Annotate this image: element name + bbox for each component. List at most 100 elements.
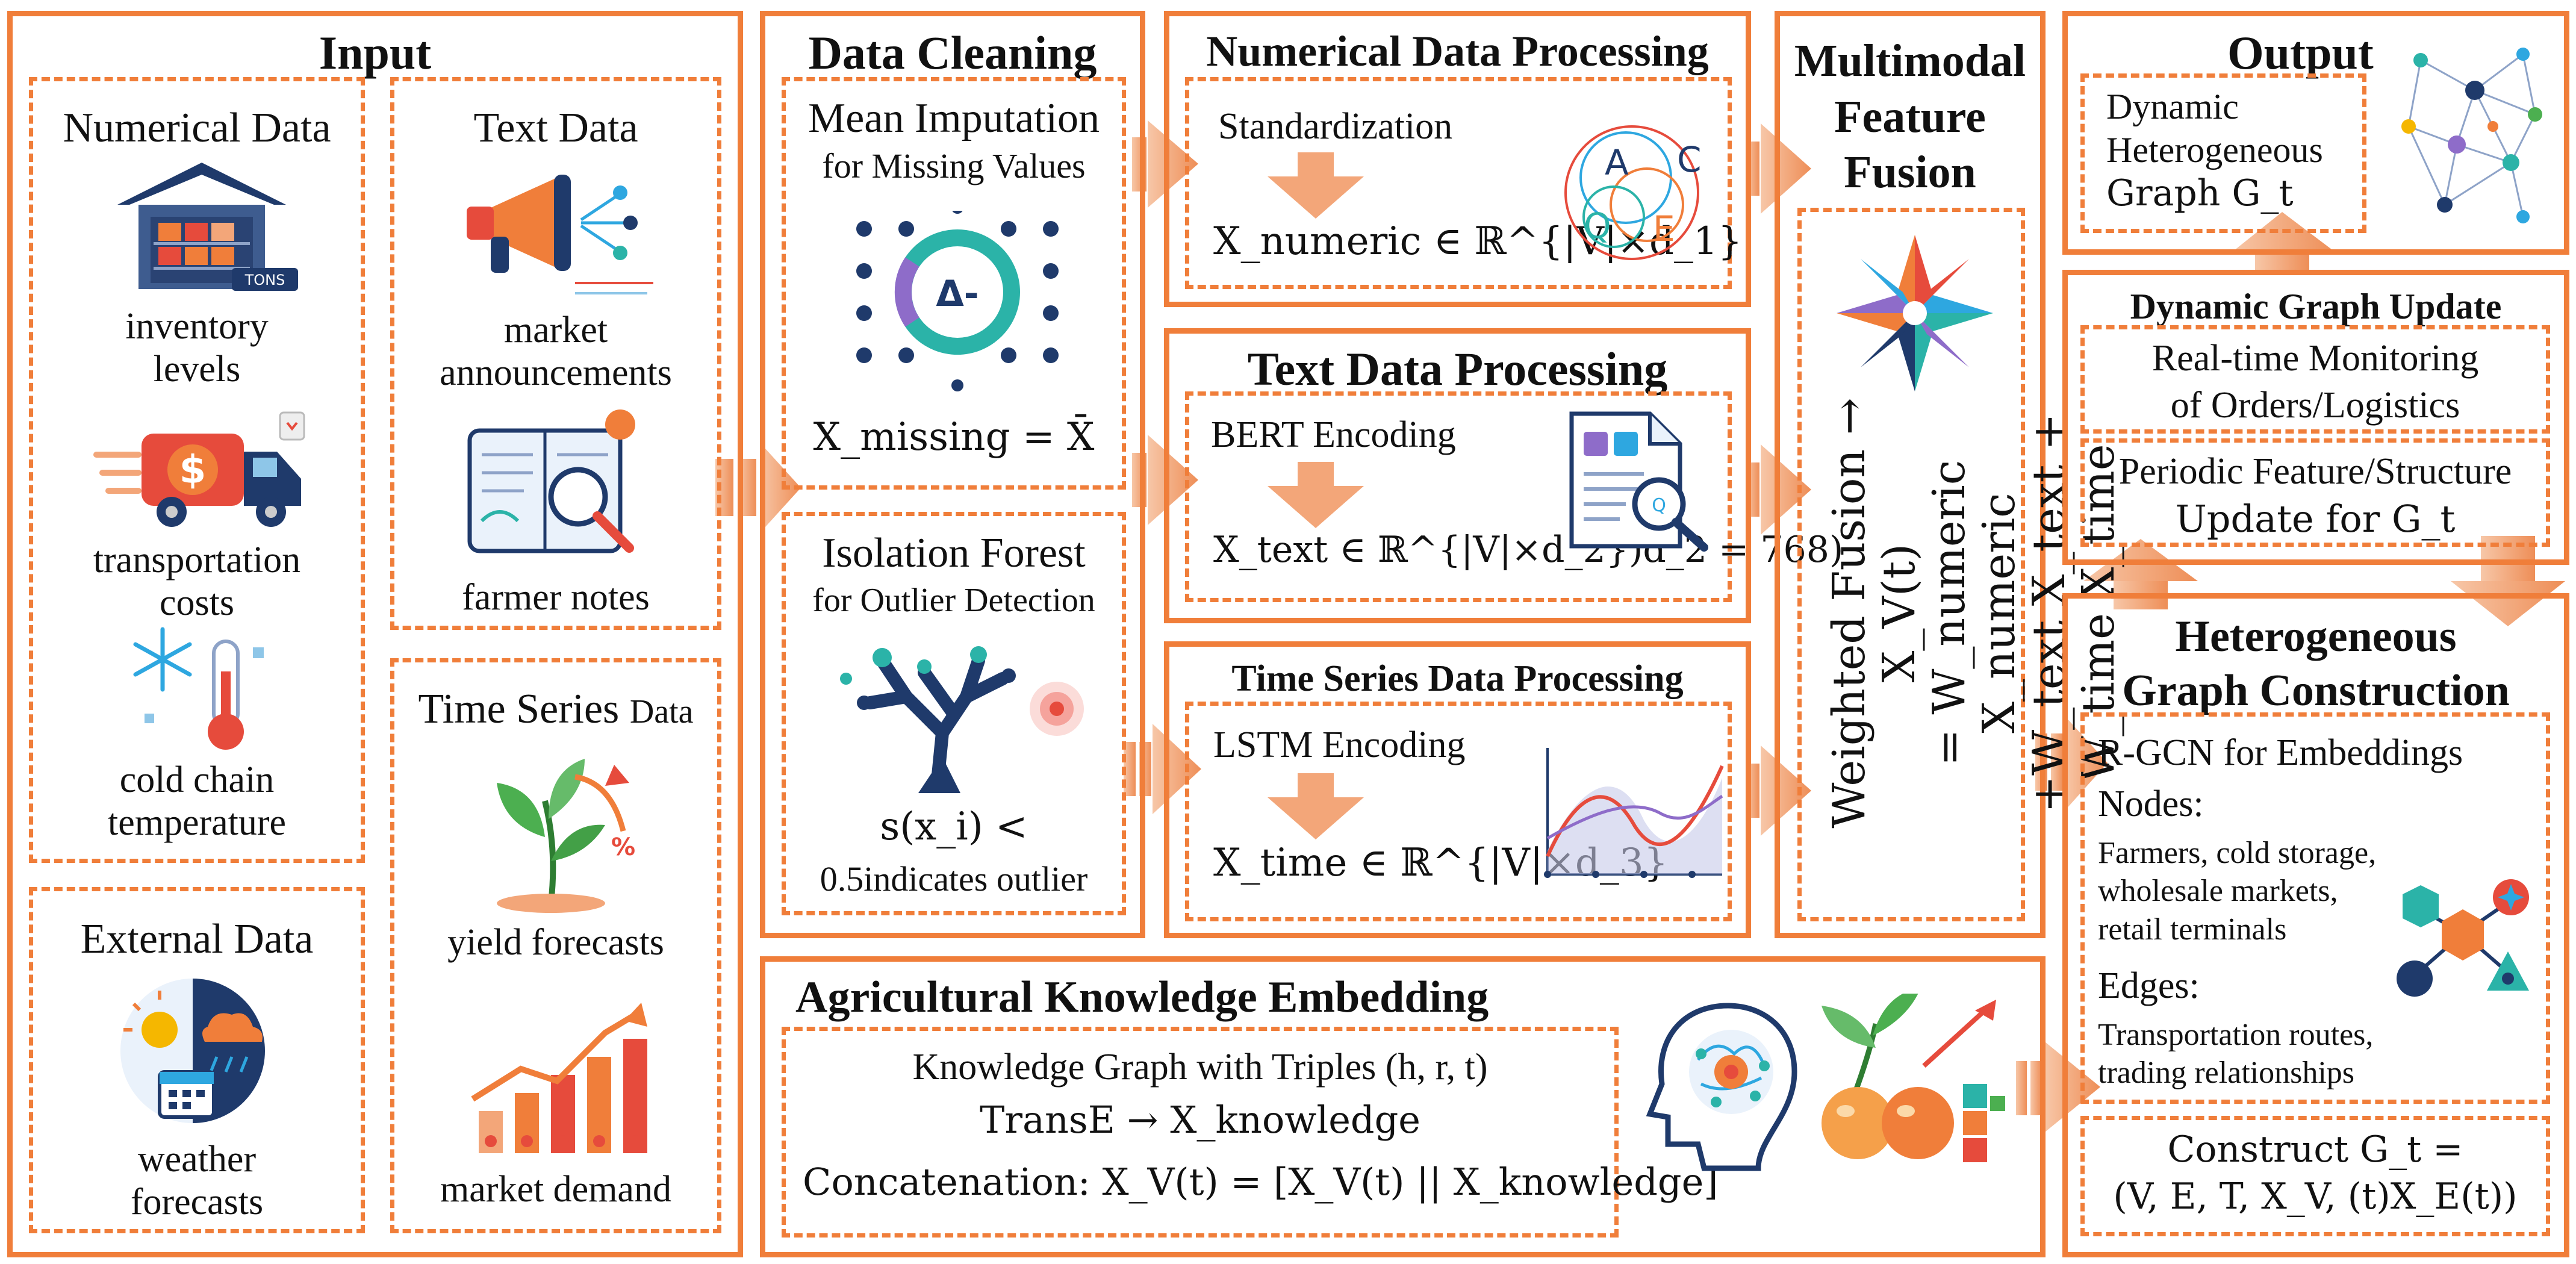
time-series-processing-section: Time Series Data Processing	[1164, 641, 1751, 938]
fusion-formula: Weighted Fusion → X_V(t) = W_numeric X_n…	[1823, 354, 2124, 872]
time-series-processing-title: Time Series Data Processing	[1231, 658, 1684, 699]
market-demand-label: market demand	[440, 1169, 671, 1210]
nodes-list: Farmers, cold storage, wholesale markets…	[2098, 834, 2376, 948]
delivery-truck-icon: $	[93, 411, 305, 527]
mean-imputation-box: Mean Imputation for Missing Values Δ- X_…	[782, 77, 1126, 490]
text-formula: X_text ∈ ℝ^{|V|×d_2})d_2 = 768)	[1213, 529, 1844, 571]
data-cleaning-title: Data Cleaning	[808, 26, 1097, 79]
tons-badge: TONS	[244, 272, 285, 288]
down-arrow-icon	[1268, 773, 1364, 839]
isolation-forest-title: Isolation Forest	[822, 530, 1086, 576]
standardization-box: Standardization X_numeric ∈ ℝ^{|V|×d_1} …	[1185, 77, 1742, 289]
data-cleaning-section: Data Cleaning	[760, 11, 1145, 938]
down-arrow-icon	[1268, 462, 1364, 528]
knowledge-triples-text: Knowledge Graph with Triples (h, r, t)	[912, 1047, 1488, 1088]
realtime-monitoring-box: Real-time Monitoring of Orders/Logistics	[2080, 325, 2550, 434]
output-line2: Heterogeneous	[2106, 130, 2323, 170]
text-processing-section: Text Data Processing	[1164, 328, 1751, 623]
weather-forecasts-label: weather forecasts	[33, 1138, 361, 1224]
standardization-label: Standardization	[1218, 106, 1453, 147]
standardization-letters-icon: A C Q E	[1564, 125, 1702, 260]
knowledge-embedding-section: Agricultural Knowledge Embedding	[760, 956, 2046, 1257]
construct-line1: Construct G_t =	[2167, 1129, 2463, 1171]
realtime-monitoring-text: Real-time Monitoring of Orders/Logistics	[2085, 335, 2546, 429]
rgcn-label: R-GCN for Embeddings	[2098, 732, 2463, 773]
letter-e: E	[1653, 208, 1675, 249]
svg-text:$: $	[179, 448, 207, 493]
numerical-data-box: Numerical Data TONS inventory levels $ t…	[29, 77, 365, 863]
fusion-title-line3: Fusion	[1844, 147, 1976, 198]
imputation-icon: Δ-	[856, 211, 1059, 391]
periodic-line2: Update for G_t	[2175, 496, 2456, 541]
dynamic-update-section: Dynamic Graph Update	[2062, 270, 2569, 565]
letter-a: A	[1605, 142, 1629, 183]
inventory-levels-label: inventory levels	[33, 305, 361, 391]
transportation-costs-label: transportation costs	[33, 539, 361, 625]
weather-forecasts-text: weather forecasts	[130, 1139, 264, 1223]
weather-forecast-icon	[120, 979, 265, 1123]
bert-encoding-box: BERT Encoding X_text ∈ ℝ^{|V|×d_2})d_2 =…	[1185, 391, 1843, 602]
fusion-title-line2: Feature	[1834, 91, 1986, 142]
time-series-title-suffix: Data	[629, 693, 694, 730]
numerical-processing-section: Numerical Data Processing	[1164, 11, 1751, 307]
fusion-formula-line1: Weighted Fusion → X_V(t)	[1823, 397, 1925, 829]
brain-head-icon	[1646, 1003, 1797, 1171]
letter-q: Q	[1584, 205, 1611, 246]
weighted-fusion-box	[1797, 208, 2025, 921]
delta-glyph: Δ-	[936, 273, 978, 315]
hetero-graph-title: Heterogeneous Graph Construction	[2068, 609, 2564, 718]
market-announcements-text: market announcements	[440, 310, 672, 394]
market-announcements-label: market announcements	[394, 309, 717, 395]
transportation-costs-text: transportation costs	[93, 540, 301, 624]
yield-forecasts-label: yield forecasts	[447, 922, 664, 963]
construct-line2: (V, E, T, X_V, (t)X_E(t))	[2113, 1175, 2518, 1218]
output-graph-text: Dynamic Heterogeneous Graph G_t	[2106, 85, 2323, 215]
input-title: Input	[319, 26, 432, 79]
fusion-title: Multimodal Feature Fusion	[1780, 33, 2040, 201]
isolation-forest-box: Isolation Forest for Outlier Detection s…	[782, 512, 1126, 915]
nodes-label: Nodes:	[2098, 783, 2204, 824]
farmer-notes-label: farmer notes	[462, 577, 650, 618]
hetero-nodes-icon	[2397, 879, 2529, 997]
text-data-box: Text Data market announcements farmer no…	[390, 77, 721, 630]
node-types-line1: Farmers, cold storage,	[2098, 836, 2377, 870]
isolation-tree-icon	[840, 646, 1084, 793]
node-types-line2: wholesale markets,	[2098, 874, 2338, 909]
fusion-title-line1: Multimodal	[1794, 36, 2026, 86]
node-types-line3: retail terminals	[2098, 912, 2287, 947]
text-data-title: Text Data	[473, 105, 638, 151]
numerical-processing-title: Numerical Data Processing	[1206, 27, 1709, 75]
inventory-levels-text: inventory levels	[125, 306, 269, 390]
time-series-title-main: Time Series	[418, 686, 620, 732]
time-series-data-box: Time Series Data % yield forecasts marke…	[390, 658, 721, 1233]
external-data-title: External Data	[80, 916, 314, 962]
bert-encoding-label: BERT Encoding	[1211, 414, 1456, 455]
realtime-line2: of Orders/Logistics	[2170, 384, 2460, 426]
mean-imputation-title: Mean Imputation	[807, 95, 1100, 142]
outlier-detection-subtitle: for Outlier Detection	[812, 582, 1095, 619]
fruit-growth-icon	[1822, 994, 2005, 1162]
lstm-encoding-box: LSTM Encoding X_time ∈ ℝ^{|V|×d_3}	[1185, 702, 1732, 921]
construct-formula: Construct G_t = (V, E, T, X_V, (t)X_E(t)…	[2085, 1126, 2546, 1220]
hetero-title-line2: Graph Construction	[2122, 666, 2510, 716]
rgcn-box: R-GCN for Embeddings Nodes: Farmers, col…	[2080, 712, 2550, 1104]
edges-list: Transportation routes, trading relations…	[2098, 1016, 2373, 1092]
fusion-formula-line2: = W_numeric X_numeric	[1923, 459, 2025, 767]
svg-text:Q: Q	[1652, 495, 1666, 516]
warehouse-icon: TONS	[117, 163, 298, 291]
edge-types-line2: trading relationships	[2098, 1056, 2355, 1091]
transe-formula: TransE → X_knowledge	[980, 1098, 1420, 1142]
edges-label: Edges:	[2098, 965, 2200, 1006]
mean-imputation-formula: X_missing = X̄	[813, 415, 1095, 459]
output-graph-box: Dynamic Heterogeneous Graph G_t	[2080, 73, 2366, 233]
network-graph-icon	[2401, 48, 2542, 223]
edge-types-line1: Transportation routes,	[2098, 1018, 2374, 1052]
outlier-formula-line2: 0.5indicates outlier	[820, 859, 1088, 898]
text-processing-title: Text Data Processing	[1247, 343, 1668, 395]
hetero-graph-section: Heterogeneous Graph Construction	[2062, 593, 2569, 1257]
output-title: Output	[2227, 26, 2374, 79]
knowledge-embedding-title: Agricultural Knowledge Embedding	[795, 973, 1489, 1022]
letter-c: C	[1677, 139, 1702, 180]
